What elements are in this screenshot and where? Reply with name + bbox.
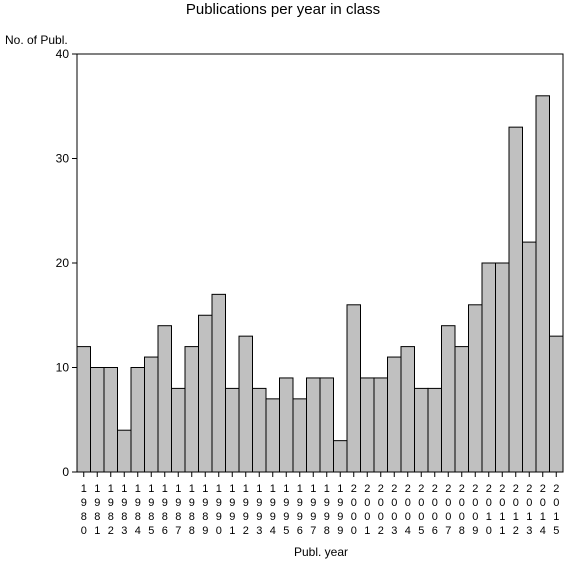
bar-1994 (265, 398, 280, 473)
bar-1982 (103, 367, 118, 473)
bar-1983 (117, 429, 132, 473)
bar-1992 (238, 335, 253, 473)
bar-1985 (144, 356, 159, 473)
bar-2007 (441, 325, 456, 473)
y-tick-label: 10 (56, 361, 70, 375)
bar-2011 (495, 262, 510, 473)
bar-1981 (90, 367, 105, 473)
bars-group (76, 95, 564, 473)
bar-1997 (306, 377, 321, 473)
bar-1989 (198, 314, 213, 473)
bar-1988 (184, 346, 199, 473)
bar-1987 (171, 387, 186, 473)
y-axis: 0 10 20 30 40 (56, 47, 77, 479)
y-axis-label: No. of Publ. (5, 33, 68, 47)
y-tick-label: 0 (62, 465, 69, 479)
bar-1993 (252, 387, 267, 473)
bar-1984 (130, 367, 145, 473)
bar-2013 (522, 241, 537, 473)
bar-2000 (346, 304, 361, 473)
bar-2012 (508, 126, 523, 473)
bar-1995 (279, 377, 294, 473)
bar-1990 (211, 293, 226, 473)
bar-1991 (225, 387, 240, 473)
y-tick-label: 30 (56, 152, 70, 166)
y-tick-label: 20 (56, 256, 70, 270)
bar-1996 (292, 398, 307, 473)
y-tick-label: 40 (56, 47, 70, 61)
bar-2004 (400, 346, 415, 473)
bar-2008 (454, 346, 469, 473)
bar-2003 (387, 356, 402, 473)
x-axis: 1 9 8 0 1 9 8 1 1 9 8 2 1 9 8 3 1 9 8 4 1 9 8 5 1 9 8 6 1 9 8 7 1 9 8 8 1 9 8 9… (81, 472, 559, 537)
plot-frame (76, 53, 564, 473)
bar-2002 (373, 377, 388, 473)
x-axis-label: Publ. year (294, 545, 348, 559)
bar-1999 (333, 440, 348, 473)
bar-2009 (468, 304, 483, 473)
bar-2015 (549, 335, 564, 473)
bar-1986 (157, 325, 172, 473)
bar-1998 (319, 377, 334, 473)
bar-2006 (427, 387, 442, 473)
bar-2014 (535, 95, 550, 473)
bar-2010 (481, 262, 496, 473)
bar-1980 (76, 346, 91, 473)
bar-2005 (414, 387, 429, 473)
chart-title: Publications per year in class (186, 1, 380, 18)
bar-2001 (360, 377, 375, 473)
